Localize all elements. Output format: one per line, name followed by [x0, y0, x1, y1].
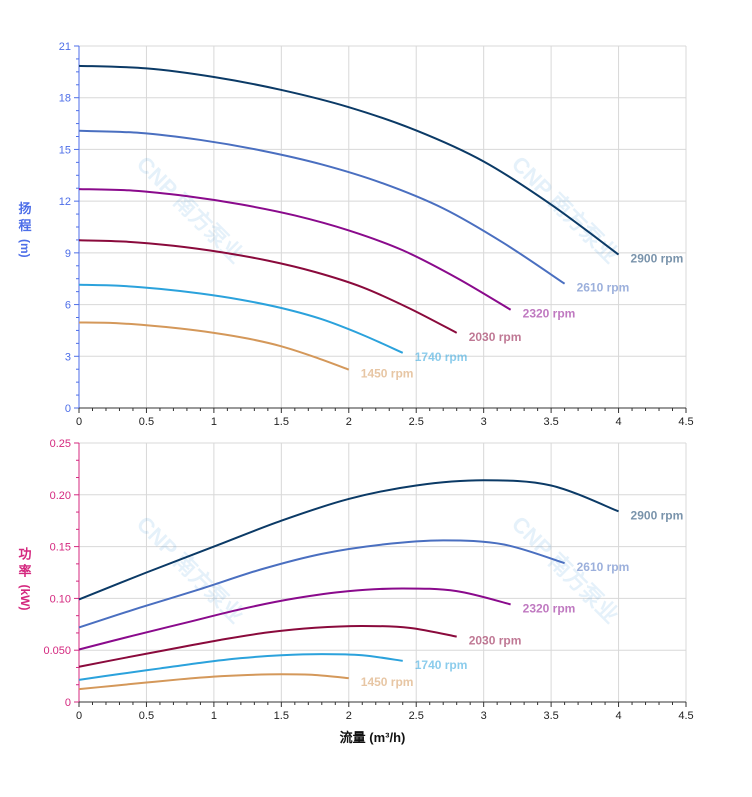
y-tick-label: 12: [59, 196, 71, 208]
x-tick-label: 3: [481, 416, 487, 428]
y-tick-label: 18: [59, 93, 71, 105]
series-line-2610-rpm: [78, 539, 565, 629]
y-tick-label: 0: [65, 697, 71, 709]
x-tick-label: 1.5: [274, 416, 289, 428]
series-line-2320-rpm: [78, 587, 511, 651]
plot-head: CNP 南方泵业 CNP 南方泵业 0 3 6 9 12 15 18 21 0 0.5 1 1.5 2 2.5…: [18, 41, 694, 428]
y-tick-label: 0.20: [50, 490, 71, 502]
y-axis-label: 功: [18, 547, 31, 562]
x-tick-label: 2.5: [409, 710, 424, 722]
series-line-1740-rpm: [78, 653, 403, 681]
x-tick-label: 1: [211, 710, 217, 722]
x-axis-label: 流量 (m³/h): [340, 730, 406, 745]
series-line-1740-rpm: [78, 283, 404, 354]
series-line-2900-rpm: [78, 64, 620, 256]
series-line-2610-rpm: [78, 129, 566, 285]
x-tick-label: 4.5: [678, 710, 693, 722]
x-tick-label: 3.5: [543, 710, 558, 722]
y-tick-label: 21: [59, 41, 71, 53]
series-label: 2610 rpm: [577, 281, 630, 295]
x-tick-label: 0.5: [139, 416, 154, 428]
y-tick-label: 15: [59, 144, 71, 156]
x-tick-label: 0: [76, 710, 82, 722]
series-line-2030-rpm: [78, 624, 457, 668]
series-line-2320-rpm: [78, 188, 512, 311]
x-tick-label: 3.5: [543, 416, 558, 428]
series-line-1450-rpm: [78, 321, 350, 371]
series-label: 2030 rpm: [469, 634, 522, 648]
x-tick-label: 2: [346, 416, 352, 428]
series-line-2030-rpm: [78, 239, 458, 334]
series-line-2900-rpm: [78, 479, 619, 601]
y-tick-label: 3: [65, 351, 71, 363]
y-axis-label-unit: (m): [18, 239, 32, 258]
x-tick-label: 1.5: [274, 710, 289, 722]
series-label: 2900 rpm: [631, 252, 684, 266]
series-label: 1450 rpm: [361, 675, 414, 689]
x-tick-label: 2.5: [409, 416, 424, 428]
y-axis-label: 扬: [18, 201, 31, 216]
y-tick-label: 9: [65, 248, 71, 260]
x-tick-label: 0.5: [139, 710, 154, 722]
watermark-logo: CNP 南方泵业: [132, 151, 249, 268]
y-tick-label: 0.15: [50, 542, 71, 554]
series-label: 2030 rpm: [469, 330, 522, 344]
y-tick-label: 0.25: [50, 438, 71, 450]
series-label: 2320 rpm: [523, 601, 576, 615]
series-label: 1740 rpm: [415, 658, 468, 672]
x-tick-label: 4: [615, 710, 621, 722]
series-label: 1450 rpm: [361, 367, 414, 381]
x-tick-label: 1: [211, 416, 217, 428]
y-tick-label: 0.10: [50, 593, 71, 605]
series-label: 2900 rpm: [631, 508, 684, 522]
x-tick-label: 4.5: [678, 416, 693, 428]
series-line-1450-rpm: [78, 673, 349, 691]
x-tick-label: 2: [346, 710, 352, 722]
y-axis-label-unit: (kW): [18, 585, 32, 611]
x-tick-label: 0: [76, 416, 82, 428]
y-tick-label: 0: [65, 403, 71, 415]
series-label: 2610 rpm: [577, 560, 630, 574]
series-label: 1740 rpm: [415, 350, 468, 364]
y-axis-label: 率: [18, 564, 31, 579]
series-label: 2320 rpm: [523, 307, 576, 321]
y-tick-label: 0.050: [43, 645, 71, 657]
watermark-logo: CNP 南方泵业: [507, 151, 624, 268]
y-axis-label: 程: [18, 218, 31, 233]
x-tick-label: 4: [615, 416, 621, 428]
y-tick-label: 6: [65, 300, 71, 312]
x-tick-label: 3: [481, 710, 487, 722]
